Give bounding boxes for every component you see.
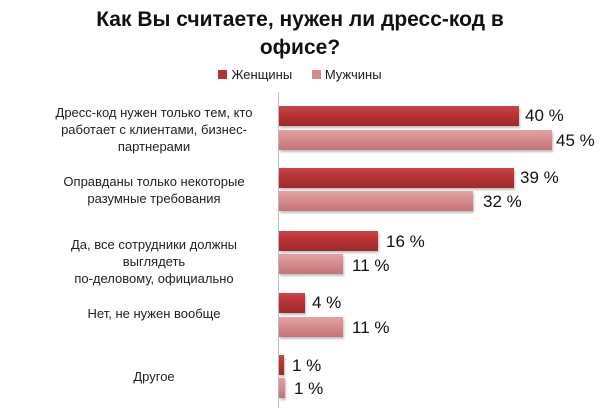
category-label-line: партнерами <box>117 139 191 154</box>
value-label-men: 32 % <box>483 192 522 211</box>
bar-men <box>279 191 473 211</box>
chart-title-line-2: офисе? <box>259 36 341 59</box>
category-label: Дресс-код нужен только тем, кто работает… <box>40 104 268 155</box>
value-label-men: 1 % <box>294 379 324 398</box>
category-label-line: Дресс-код нужен только тем, кто <box>55 105 253 120</box>
legend-item-women: Женщины <box>218 66 292 84</box>
category-label-line: Другое <box>133 369 175 384</box>
bar-women <box>279 355 284 375</box>
category-label: Другое <box>40 368 268 385</box>
legend-label-women: Женщины <box>231 67 293 82</box>
value-label-men: 11 % <box>352 318 390 337</box>
bar-women <box>279 293 305 313</box>
bar-women <box>279 168 514 188</box>
bar-men <box>279 317 343 337</box>
value-label-women: 40 % <box>525 106 564 125</box>
bar-women <box>279 231 378 251</box>
category-label: Оправданы только некоторые разумные треб… <box>40 173 268 207</box>
value-label-women: 39 % <box>520 168 559 187</box>
category-label-line: Да, все сотрудники должны выглядеть <box>71 237 237 269</box>
bar-men <box>279 130 552 150</box>
category-label: Нет, не нужен вообще <box>40 305 268 322</box>
legend-item-men: Мужчины <box>311 66 382 84</box>
value-label-men: 11 % <box>352 256 390 275</box>
value-label-women: 16 % <box>386 232 425 251</box>
category-label-line: Нет, не нужен вообще <box>87 306 221 321</box>
category-label-line: разумные требования <box>87 191 221 206</box>
chart-legend: Женщины Мужчины <box>0 66 600 84</box>
legend-swatch-women <box>218 70 228 79</box>
legend-swatch-men <box>311 70 321 79</box>
value-label-women: 4 % <box>312 293 342 312</box>
chart-title-line-1: Как Вы считаете, нужен ли дресс-код в <box>96 8 504 31</box>
value-label-men: 45 % <box>556 131 595 150</box>
bar-women <box>279 106 519 126</box>
category-label-line: Оправданы только некоторые <box>63 174 245 189</box>
bar-men <box>279 254 343 274</box>
category-label-line: по-деловому, официально <box>74 271 234 286</box>
value-label-women: 1 % <box>292 356 322 375</box>
legend-label-men: Мужчины <box>324 67 382 82</box>
category-label: Да, все сотрудники должны выглядеть по-д… <box>40 236 268 287</box>
bar-men <box>279 378 285 398</box>
category-label-line: работает с клиентами, бизнес- <box>61 122 247 137</box>
chart-title: Как Вы считаете, нужен ли дресс-код в оф… <box>0 6 600 62</box>
category-axis-line <box>278 92 279 408</box>
